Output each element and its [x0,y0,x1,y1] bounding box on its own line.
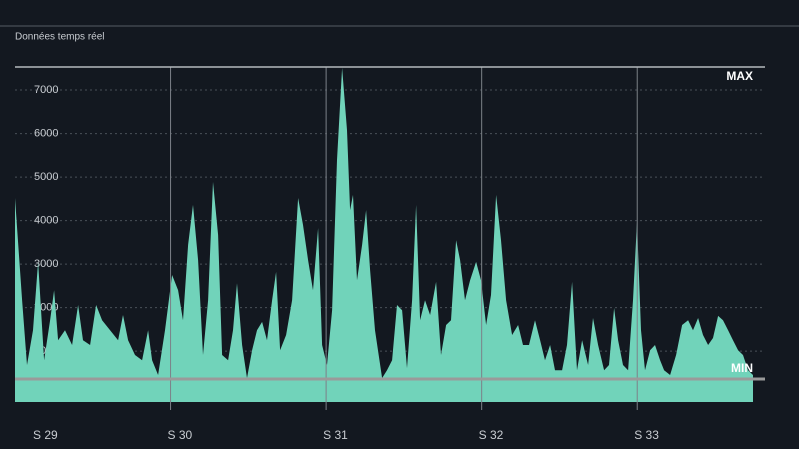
x-tick-label: S 32 [479,428,504,442]
x-tick-label: S 31 [323,428,348,442]
area [15,67,753,403]
chart-title: Données temps réel [15,32,105,43]
x-tick-label: S 29 [33,428,58,442]
max-label: MAX [726,69,753,83]
y-tick-label: 5000 [34,171,58,183]
x-tick-label: S 33 [634,428,659,442]
min-label: MIN [731,361,753,375]
y-tick-label: 3000 [34,258,58,270]
y-tick-label: 7000 [34,84,58,96]
y-tick-label: 4000 [34,214,58,226]
y-tick-label: 6000 [34,127,58,139]
x-tick-label: S 30 [168,428,193,442]
